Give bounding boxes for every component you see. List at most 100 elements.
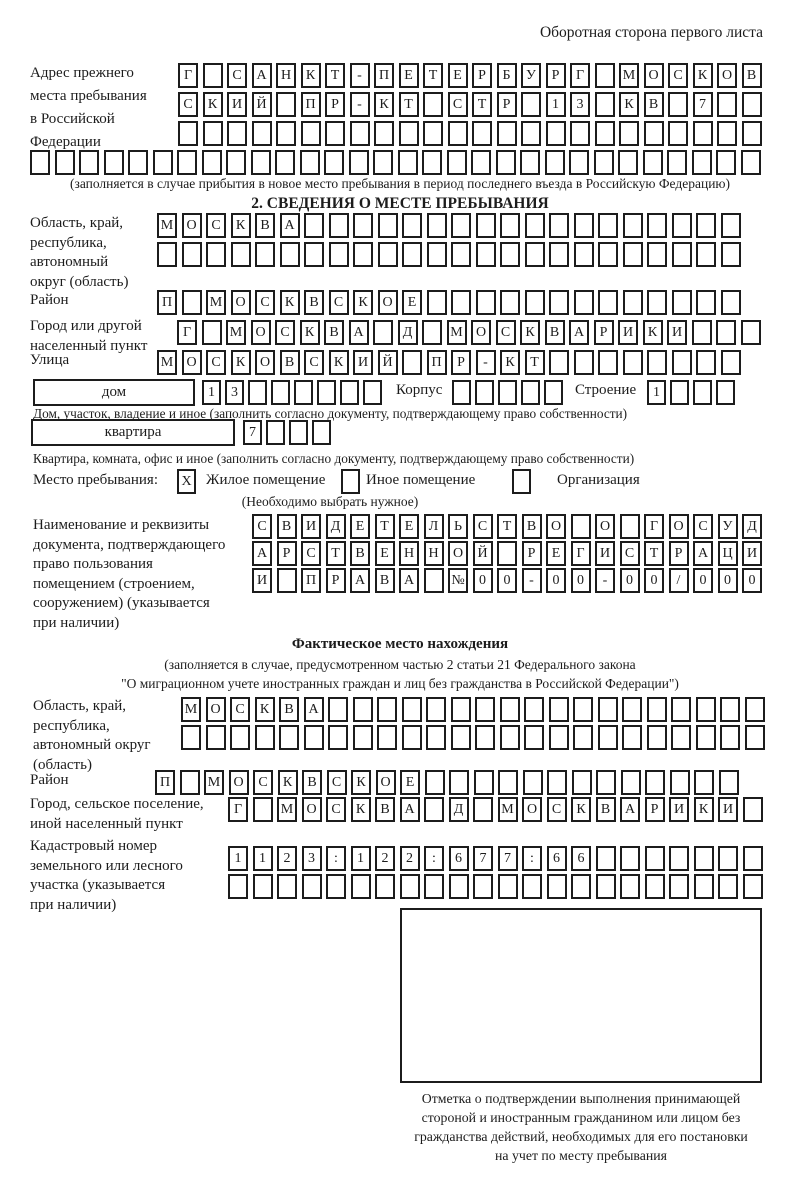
char-box: [426, 242, 447, 267]
char-box: О: [546, 514, 566, 539]
char-box: [622, 290, 643, 315]
stay-type-note: (Необходимо выбрать нужное): [241, 494, 419, 509]
char-box: [202, 63, 223, 88]
char-box: К: [351, 770, 371, 795]
char-box: [201, 320, 222, 345]
char-box: [103, 150, 124, 175]
char-box: И: [353, 350, 373, 375]
char-box: [671, 242, 692, 267]
char-box: [423, 92, 443, 117]
char-box: О: [255, 350, 275, 375]
char-box: 7: [692, 92, 713, 117]
char-box: Р: [325, 568, 346, 593]
char-box: [569, 150, 589, 175]
district-label: Район: [30, 292, 69, 308]
char-box: С: [693, 514, 713, 539]
char-box: [248, 380, 267, 405]
char-box: О: [228, 770, 249, 795]
char-box: [647, 290, 667, 315]
char-box: [716, 150, 736, 175]
char-box: 2: [277, 846, 297, 871]
char-box: [289, 420, 308, 445]
char-box: [499, 725, 520, 750]
char-box: Р: [472, 63, 492, 88]
char-box: [524, 242, 545, 267]
char-box: [669, 846, 689, 871]
char-box: [573, 697, 593, 722]
char-box: [597, 697, 618, 722]
char-box: [744, 697, 765, 722]
char-box: [691, 320, 712, 345]
char-box: 7: [243, 420, 262, 445]
char-box: [668, 121, 688, 146]
char-box: О: [181, 213, 202, 238]
char-box: [646, 725, 667, 750]
char-box: Т: [325, 541, 346, 566]
char-box: [598, 213, 618, 238]
char-box: [573, 213, 594, 238]
char-box: [178, 121, 198, 146]
char-box: [671, 725, 691, 750]
factual-city-label: Город, сельское поселение, иной населенн…: [30, 796, 204, 832]
char-box: [644, 846, 665, 871]
char-box: [720, 725, 740, 750]
checkbox-residential: X: [177, 469, 196, 494]
char-box: С: [252, 514, 272, 539]
char-box: К: [692, 63, 713, 88]
char-box: [450, 725, 471, 750]
checkbox-organization: [512, 469, 531, 494]
char-box: [524, 290, 545, 315]
char-box: [452, 380, 471, 405]
char-box: [375, 874, 395, 899]
char-box: :: [522, 846, 542, 871]
char-box: А: [620, 797, 640, 822]
char-box: [402, 242, 422, 267]
char-box: М: [619, 63, 639, 88]
char-box: [348, 150, 369, 175]
prev-address-label: Адрес прежнего места пребывания в Россий…: [30, 65, 147, 150]
char-box: Т: [644, 541, 664, 566]
option-organization-label: Организация: [557, 472, 640, 488]
char-box: 3: [301, 846, 322, 871]
char-box: 2: [399, 846, 420, 871]
char-box: С: [447, 92, 468, 117]
char-box: И: [595, 541, 615, 566]
char-box: П: [374, 63, 394, 88]
char-box: [669, 874, 689, 899]
char-box: [475, 242, 496, 267]
char-box: [254, 725, 275, 750]
char-box: [545, 121, 566, 146]
char-box: К: [328, 350, 349, 375]
char-box: [475, 697, 495, 722]
stamp-caption: Отметка о подтверждении выполнения прини…: [414, 1091, 748, 1163]
char-box: [424, 874, 444, 899]
char-box: Г: [177, 320, 197, 345]
char-box: [720, 242, 741, 267]
char-box: [549, 242, 569, 267]
char-box: Й: [472, 541, 493, 566]
char-box: П: [155, 770, 175, 795]
char-box: [720, 213, 741, 238]
char-box: [422, 150, 442, 175]
char-box: [647, 242, 667, 267]
char-box: Ц: [717, 541, 738, 566]
char-box: -: [595, 568, 615, 593]
char-box: Н: [276, 63, 296, 88]
char-box: [377, 242, 398, 267]
char-box: [181, 242, 202, 267]
char-box: [448, 874, 469, 899]
char-box: [720, 697, 740, 722]
char-box: [549, 290, 569, 315]
char-box: [398, 121, 419, 146]
char-box: Г: [570, 541, 591, 566]
char-box: [328, 725, 348, 750]
char-box: Р: [668, 541, 689, 566]
char-box: 7: [473, 846, 493, 871]
char-box: Е: [350, 514, 370, 539]
char-box: [500, 290, 520, 315]
char-box: К: [500, 350, 520, 375]
